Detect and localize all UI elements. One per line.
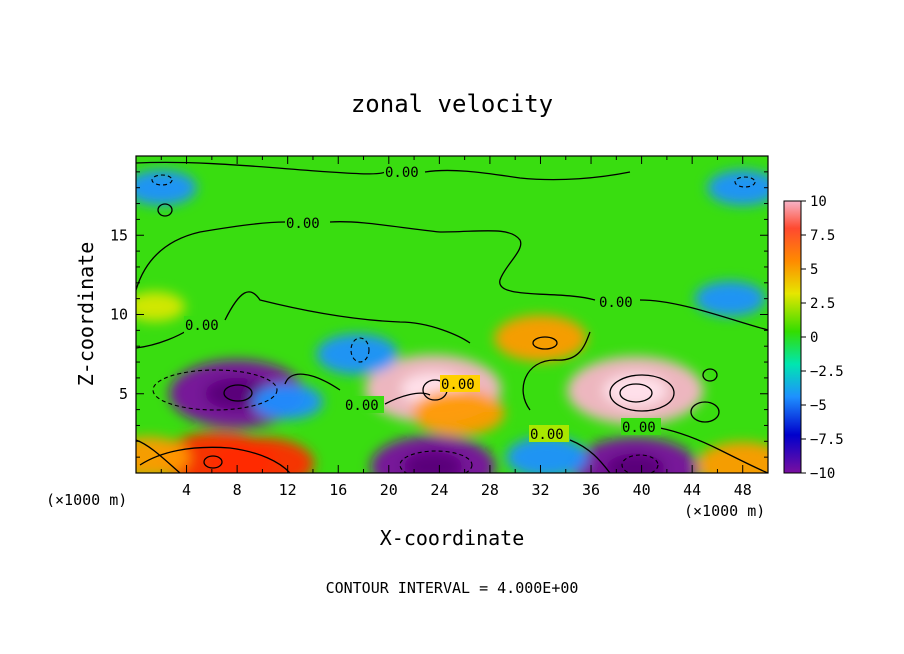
- contour-line: [157, 203, 173, 217]
- contour-line: [734, 176, 756, 188]
- contour-line: [609, 374, 675, 412]
- contour-line: [203, 455, 223, 469]
- contour-label-box: 0.00: [285, 214, 325, 232]
- field-feature-core: [605, 453, 665, 473]
- x-tick-label: 16: [329, 481, 347, 499]
- colorbar-tick-label: −10: [810, 466, 835, 482]
- colorbar-tick-label: −7.5: [810, 432, 844, 448]
- contour-label-box: 0.00: [440, 375, 480, 393]
- colorbar-tick-label: 5: [810, 262, 818, 278]
- x-tick-label: 12: [279, 481, 297, 499]
- contour-label-box: 0.00: [384, 163, 424, 181]
- contour-line: [621, 454, 659, 473]
- plot-area: [136, 156, 768, 473]
- contour-line: [569, 439, 611, 473]
- colorbar-tick-label: 0: [810, 330, 818, 346]
- x-tick-label: 8: [233, 481, 242, 499]
- contour-line: [522, 331, 591, 411]
- colorbar-gradient: [783, 200, 802, 474]
- contour-label: 0.00: [441, 377, 475, 393]
- field-feature: [136, 291, 185, 322]
- contour-label: 0.00: [530, 427, 564, 443]
- contour-line: [350, 337, 370, 363]
- contour-line: [329, 221, 596, 301]
- contour-interval-note: CONTOUR INTERVAL = 4.000E+00: [326, 579, 579, 597]
- y-axis-label: Z-coordinate: [74, 242, 98, 387]
- field-feature: [136, 170, 197, 206]
- contour-label-box: 0.00: [344, 396, 384, 414]
- contour-line: [702, 368, 718, 382]
- contour-label-box: 0.00: [598, 293, 638, 311]
- contour-line: [223, 384, 253, 402]
- field-feature: [252, 383, 324, 420]
- x-tick-label: 24: [430, 481, 448, 499]
- colorbar: 10 7.5 5 2.5 0 −2.5 −5 −7.5 −10: [783, 194, 844, 482]
- contour-line: [152, 369, 278, 411]
- x-axis-label: X-coordinate: [380, 526, 525, 550]
- field-feature: [494, 315, 587, 362]
- contour-line: [139, 446, 291, 473]
- x-tick-label: 4: [182, 481, 191, 499]
- contour-line: [136, 161, 386, 175]
- colorbar-tick-label: −2.5: [810, 364, 844, 380]
- field-feature: [136, 436, 190, 473]
- contour-lines: [136, 161, 768, 473]
- y-tick-label: 5: [119, 385, 128, 403]
- contour-label-box: 0.00: [621, 418, 661, 436]
- x-tick-label: 44: [683, 481, 701, 499]
- chart-title: zonal velocity: [351, 90, 553, 118]
- contour-label: 0.00: [345, 398, 379, 414]
- contour-label: 0.00: [599, 295, 633, 311]
- contour-line: [424, 169, 631, 181]
- contour-label-box: 0.00: [529, 425, 569, 443]
- contour-line: [151, 174, 173, 186]
- field-feature: [506, 436, 588, 473]
- colorbar-ticks: 10 7.5 5 2.5 0 −2.5 −5 −7.5 −10: [801, 194, 844, 482]
- field-feature: [210, 437, 315, 473]
- x-tick-label: 36: [582, 481, 600, 499]
- contour-line: [136, 221, 286, 291]
- colorbar-tick-label: 10: [810, 194, 827, 210]
- contour-line: [284, 373, 341, 391]
- contour-line: [659, 427, 768, 473]
- contour-lines-negative: [151, 174, 756, 473]
- contour-label-box: 0.00: [184, 316, 224, 334]
- contour-line: [224, 291, 471, 344]
- contour-line: [619, 383, 653, 403]
- y-tick-label: 15: [110, 226, 128, 244]
- field-feature: [316, 333, 399, 375]
- contour-label: 0.00: [622, 420, 656, 436]
- contour-line: [399, 450, 473, 473]
- field-feature: [694, 280, 766, 317]
- x-axis: 4 8 12 16 20 24 28 32 36 40 44 48: [160, 156, 752, 499]
- contour-line: [532, 336, 558, 350]
- x-tick-label: 32: [531, 481, 549, 499]
- x-unit-left: (×1000 m): [46, 491, 127, 509]
- x-tick-label: 28: [481, 481, 499, 499]
- contour-line: [639, 299, 768, 331]
- colorbar-tick-label: 7.5: [810, 228, 835, 244]
- contour-label: 0.00: [385, 165, 419, 181]
- contour-label: 0.00: [286, 216, 320, 232]
- x-tick-label: 40: [633, 481, 651, 499]
- y-axis: 5 10 15: [110, 171, 768, 458]
- field-feature-core: [403, 451, 463, 473]
- contour-line: [384, 392, 431, 405]
- colorbar-tick-label: 2.5: [810, 296, 835, 312]
- colorbar-tick-label: −5: [810, 398, 827, 414]
- x-tick-label: 20: [380, 481, 398, 499]
- x-tick-label: 48: [734, 481, 752, 499]
- field-feature-core: [603, 374, 668, 407]
- contour-line: [690, 401, 720, 423]
- contour-label-group: 0.00 0.00 0.00 0.00 0.00 0.00 0.00 0.00: [184, 163, 661, 443]
- field-feature: [412, 389, 505, 436]
- contour-label: 0.00: [185, 318, 219, 334]
- x-unit-right: (×1000 m): [684, 502, 765, 520]
- y-tick-label: 10: [110, 306, 128, 324]
